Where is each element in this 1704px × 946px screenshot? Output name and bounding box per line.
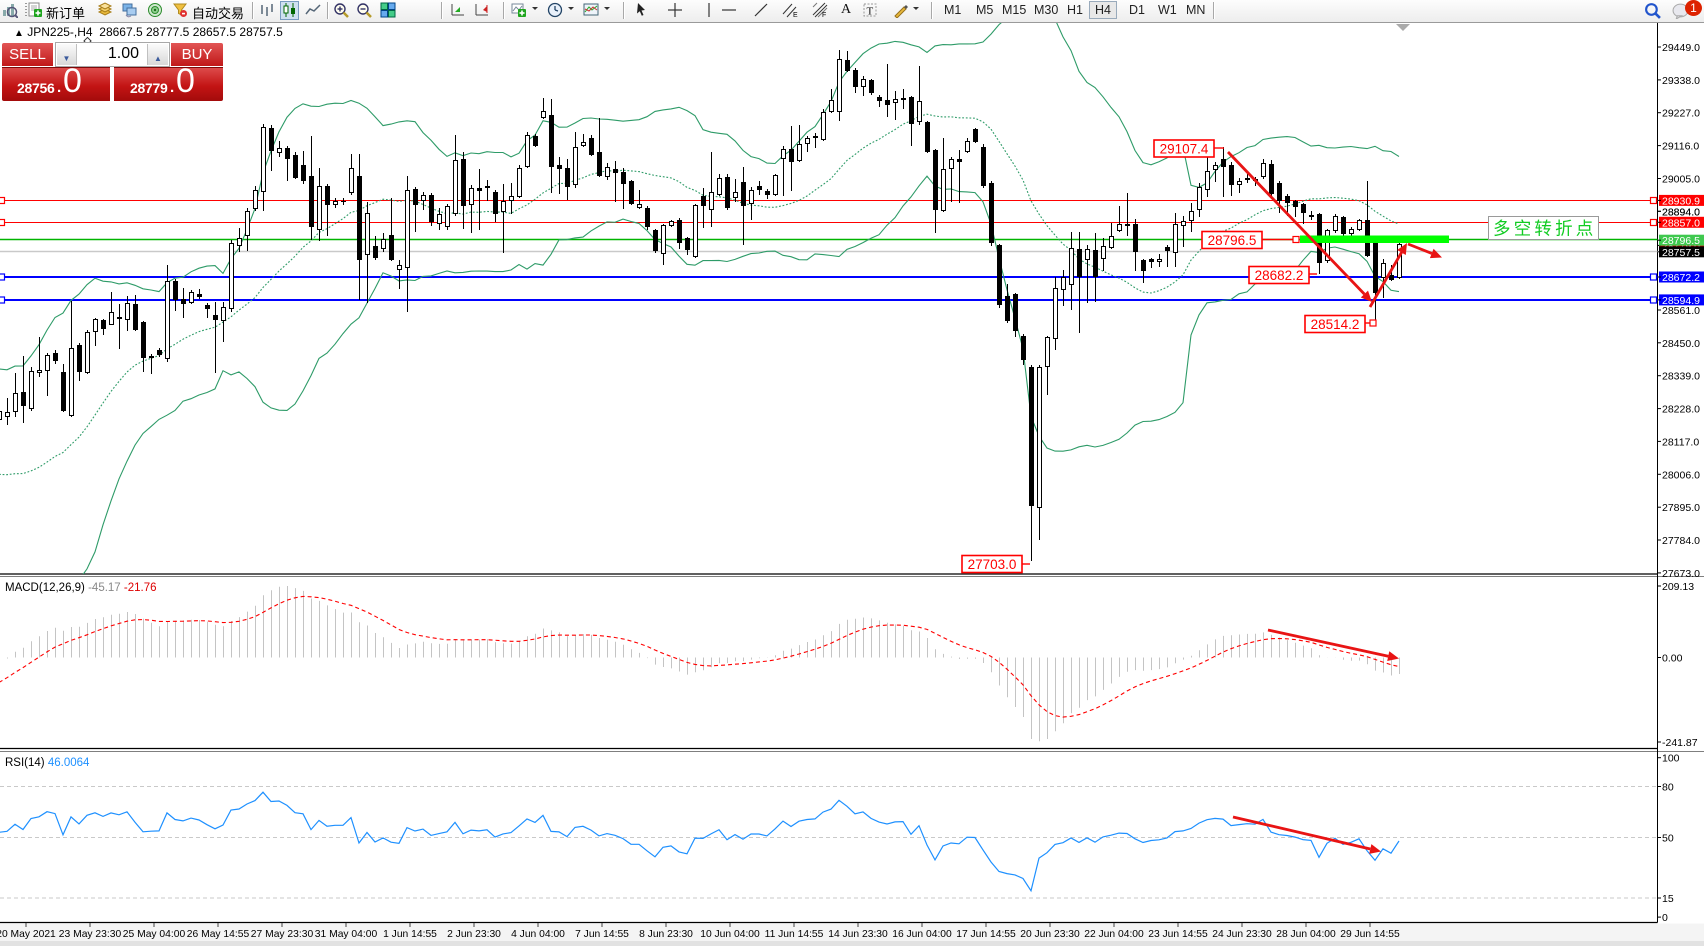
svg-text:31 May 04:00: 31 May 04:00 (315, 929, 378, 940)
svg-text:23 May 23:30: 23 May 23:30 (59, 929, 122, 940)
svg-text:E: E (793, 12, 798, 18)
svg-text:29005.0: 29005.0 (1662, 174, 1700, 186)
svg-text:24 Jun 23:30: 24 Jun 23:30 (1212, 929, 1272, 940)
svg-text:28672.2: 28672.2 (1662, 272, 1700, 284)
svg-text:多空转折点: 多空转折点 (1493, 219, 1597, 239)
svg-text:23 Jun 14:55: 23 Jun 14:55 (1148, 929, 1208, 940)
svg-text:28857.0: 28857.0 (1662, 217, 1700, 229)
svg-text:-241.87: -241.87 (1662, 737, 1698, 749)
svg-text:20 May 2021: 20 May 2021 (0, 929, 56, 940)
svg-text:28796.5: 28796.5 (1662, 235, 1700, 247)
svg-text:0.00: 0.00 (1662, 653, 1683, 665)
svg-text:50: 50 (1662, 833, 1674, 845)
svg-text:28450.0: 28450.0 (1662, 338, 1700, 350)
svg-text:14 Jun 23:30: 14 Jun 23:30 (828, 929, 888, 940)
svg-text:28514.2: 28514.2 (1311, 317, 1360, 332)
svg-text:4 Jun 04:00: 4 Jun 04:00 (511, 929, 565, 940)
svg-text:29449.0: 29449.0 (1662, 42, 1700, 54)
svg-text:25 May 04:00: 25 May 04:00 (123, 929, 186, 940)
svg-text:MACD(12,26,9) -45.17 -21.76: MACD(12,26,9) -45.17 -21.76 (5, 582, 157, 594)
svg-text:29227.0: 29227.0 (1662, 108, 1700, 120)
svg-text:F: F (822, 12, 826, 18)
svg-text:RSI(14) 46.0064: RSI(14) 46.0064 (5, 757, 90, 769)
svg-text:0: 0 (1662, 912, 1668, 924)
svg-text:10 Jun 04:00: 10 Jun 04:00 (700, 929, 760, 940)
svg-text:28796.5: 28796.5 (1208, 233, 1257, 248)
svg-text:28894.0: 28894.0 (1662, 206, 1700, 218)
svg-text:2 Jun 23:30: 2 Jun 23:30 (447, 929, 501, 940)
svg-text:T: T (867, 6, 874, 18)
svg-text:80: 80 (1662, 782, 1674, 794)
svg-text:1 Jun 14:55: 1 Jun 14:55 (383, 929, 437, 940)
svg-text:28682.2: 28682.2 (1255, 268, 1304, 283)
svg-text:29338.0: 29338.0 (1662, 75, 1700, 87)
svg-text:29 Jun 14:55: 29 Jun 14:55 (1340, 929, 1400, 940)
svg-text:100: 100 (1662, 753, 1680, 765)
svg-text:7 Jun 14:55: 7 Jun 14:55 (575, 929, 629, 940)
svg-text:28006.0: 28006.0 (1662, 469, 1700, 481)
svg-text:16 Jun 04:00: 16 Jun 04:00 (892, 929, 952, 940)
svg-text:28594.9: 28594.9 (1662, 295, 1700, 307)
svg-text:28757.5: 28757.5 (1662, 247, 1700, 259)
svg-text:29116.0: 29116.0 (1662, 141, 1699, 153)
svg-text:27784.0: 27784.0 (1662, 535, 1700, 547)
svg-text:27703.0: 27703.0 (968, 557, 1017, 572)
svg-text:20 Jun 23:30: 20 Jun 23:30 (1020, 929, 1080, 940)
svg-text:27673.0: 27673.0 (1662, 568, 1700, 580)
svg-text:29107.4: 29107.4 (1160, 142, 1209, 157)
svg-text:28117.0: 28117.0 (1662, 436, 1699, 448)
svg-text:209.13: 209.13 (1662, 581, 1694, 593)
svg-text:27895.0: 27895.0 (1662, 502, 1700, 514)
svg-text:28228.0: 28228.0 (1662, 404, 1700, 416)
svg-text:17 Jun 14:55: 17 Jun 14:55 (956, 929, 1016, 940)
svg-text:28 Jun 04:00: 28 Jun 04:00 (1276, 929, 1336, 940)
svg-text:28339.0: 28339.0 (1662, 371, 1700, 383)
svg-text:28930.9: 28930.9 (1662, 195, 1700, 207)
svg-text:26 May 14:55: 26 May 14:55 (187, 929, 250, 940)
svg-text:15: 15 (1662, 893, 1674, 905)
svg-text:27 May 23:30: 27 May 23:30 (251, 929, 314, 940)
svg-text:11 Jun 14:55: 11 Jun 14:55 (765, 929, 824, 940)
svg-text:28561.0: 28561.0 (1662, 305, 1700, 317)
svg-text:22 Jun 04:00: 22 Jun 04:00 (1084, 929, 1144, 940)
svg-text:28894.0: 28894.0 (1662, 206, 1700, 218)
svg-text:8 Jun 23:30: 8 Jun 23:30 (639, 929, 693, 940)
